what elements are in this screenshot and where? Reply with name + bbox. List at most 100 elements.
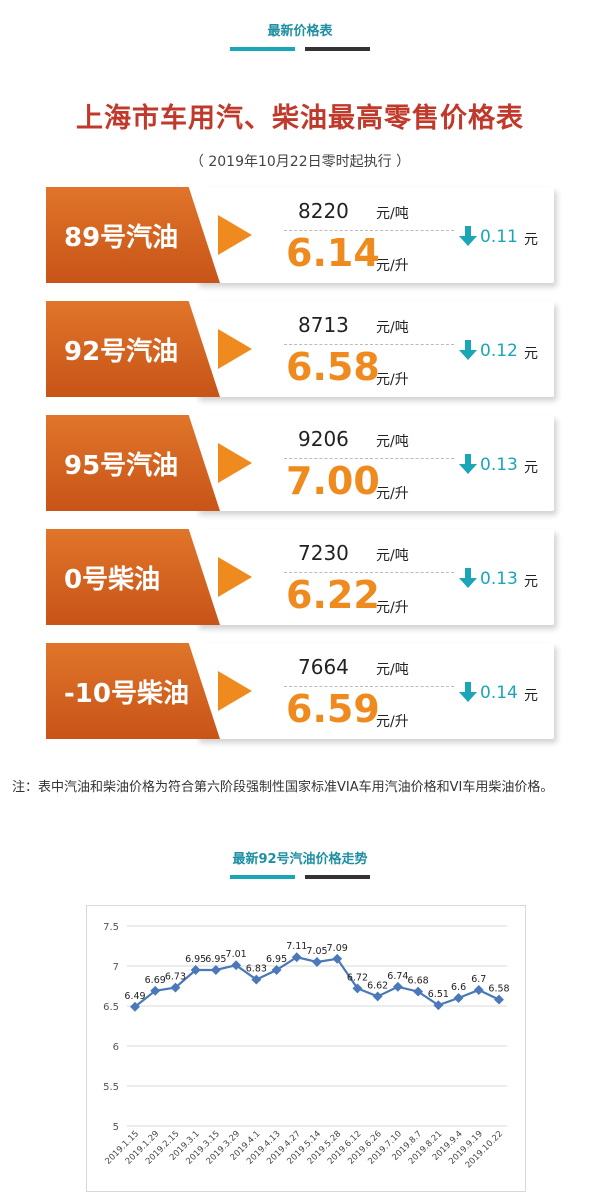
data-label: 6.51 [428,989,449,1000]
price-change: 0.11 [480,227,518,247]
divider [284,458,454,459]
down-arrow-icon [459,340,477,360]
liter-unit: 元/升 [376,258,409,274]
data-label: 6.72 [347,972,368,983]
change-unit: 元 [524,460,538,476]
price-trend-chart: 5 5.5 6 6.5 7 7.5 6.49 6.69 6.73 6.95 6.95 7.01 6.83… [86,905,526,1192]
trend-header: 最新92号汽油价格走势 [0,848,600,879]
divider [284,230,454,231]
data-label: 6.83 [246,964,267,975]
data-point [494,994,504,1005]
footnote: 注：表中汽油和柴油价格为符合第六阶段强制性国家标准VIA车用汽油价格和VI车用柴… [12,780,554,795]
data-label: 6.73 [165,972,186,983]
ton-unit: 元/吨 [376,206,409,222]
data-label: 6.74 [387,971,408,982]
data-point [210,965,221,975]
price-table-title: 上海市车用汽、柴油最高零售价格表 [76,103,524,134]
price-table-subtitle: （ 2019年10月22日零时起执行 ） [189,154,411,170]
play-arrow-icon [218,215,252,255]
header-underline [230,875,370,879]
latest-price-header: 最新价格表 [0,20,600,51]
trend-title: 最新92号汽油价格走势 [232,852,368,867]
data-label: 6.69 [145,975,166,986]
price-per-ton: 9206 [298,427,349,451]
data-label: 6.68 [408,976,429,987]
data-point [453,993,464,1003]
price-change: 0.13 [480,455,518,475]
latest-price-title: 最新价格表 [267,24,333,39]
change-unit: 元 [524,346,538,362]
y-tick-label: 5.5 [103,1082,119,1093]
y-tick-label: 7 [113,962,119,973]
fuel-label: 0号柴油 [46,529,220,625]
liter-unit: 元/升 [376,372,409,388]
line-chart-svg: 55.566.577.56.496.69 6.736.95 6.95 7.016.83… [103,922,509,1171]
data-label: 7.09 [327,943,348,954]
price-row: 95号汽油 9206 元/吨 7.00 元/升 0.13 元 [46,415,560,515]
price-per-liter: 7.00 [286,459,380,503]
play-arrow-icon [218,671,252,711]
data-label: 6.7 [471,974,486,985]
data-label: 6.58 [488,984,509,995]
price-row: 92号汽油 8713 元/吨 6.58 元/升 0.12 元 [46,301,560,401]
price-per-liter: 6.14 [286,231,380,275]
ton-unit: 元/吨 [376,662,409,678]
down-arrow-icon [459,682,477,702]
data-label: 6.95 [185,954,206,965]
price-change: 0.14 [480,683,518,703]
divider [284,344,454,345]
down-arrow-icon [459,226,477,246]
data-point [271,965,282,975]
divider [284,572,454,573]
price-per-ton: 7664 [298,655,349,679]
price-card [196,187,554,283]
header-underline [230,47,370,51]
divider [284,686,454,687]
y-tick-label: 5 [113,1122,119,1133]
data-label: 6.95 [266,954,287,965]
ton-unit: 元/吨 [376,548,409,564]
price-per-ton: 8220 [298,199,349,223]
down-arrow-icon [459,454,477,474]
fuel-label: 92号汽油 [46,301,220,397]
liter-unit: 元/升 [376,600,409,616]
data-point [372,991,383,1002]
data-label: 6.62 [367,980,388,991]
price-per-liter: 6.58 [286,345,380,389]
fuel-label: 89号汽油 [46,187,220,283]
liter-unit: 元/升 [376,486,409,502]
y-tick-label: 6.5 [103,1002,119,1013]
fuel-label: -10号柴油 [46,643,220,739]
price-per-ton: 7230 [298,541,349,565]
fuel-label: 95号汽油 [46,415,220,511]
price-card [196,643,554,739]
liter-unit: 元/升 [376,714,409,730]
price-change: 0.12 [480,341,518,361]
price-per-ton: 8713 [298,313,349,337]
price-change: 0.13 [480,569,518,589]
data-label: 6.95 [205,954,226,965]
price-per-liter: 6.59 [286,687,380,731]
price-card [196,529,554,625]
price-row: 89号汽油 8220 元/吨 6.14 元/升 0.11 元 [46,187,560,287]
y-tick-label: 7.5 [103,922,119,933]
y-tick-label: 6 [113,1042,119,1053]
price-row: -10号柴油 7664 元/吨 6.59 元/升 0.14 元 [46,643,560,743]
price-card [196,301,554,397]
play-arrow-icon [218,557,252,597]
play-arrow-icon [218,443,252,483]
change-unit: 元 [524,232,538,248]
play-arrow-icon [218,329,252,369]
ton-unit: 元/吨 [376,320,409,336]
change-unit: 元 [524,574,538,590]
data-label: 6.49 [124,991,145,1002]
price-card [196,415,554,511]
data-point [392,981,403,992]
data-point [190,965,201,975]
data-point [312,957,322,967]
data-label: 7.05 [306,946,327,957]
ton-unit: 元/吨 [376,434,409,450]
data-label: 7.01 [226,949,247,960]
data-label: 7.11 [286,941,307,952]
down-arrow-icon [459,568,477,588]
